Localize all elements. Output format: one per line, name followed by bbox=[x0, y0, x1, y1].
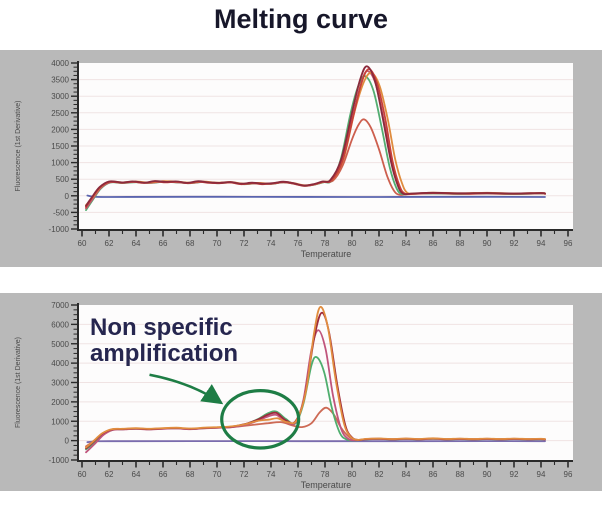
y-tick-label: 0 bbox=[65, 192, 70, 201]
melting-curve-panel-bottom: 7000 6000 5000 4000 3000 2000 1000 0 -1000 60 62 64… bbox=[0, 293, 602, 491]
x-tick-label: 84 bbox=[402, 470, 411, 479]
x-tick-label: 96 bbox=[564, 470, 573, 479]
x-tick-label: 88 bbox=[456, 470, 465, 479]
x-tick-label: 74 bbox=[267, 470, 276, 479]
x-tick-label: 70 bbox=[213, 470, 222, 479]
series-group bbox=[85, 65, 546, 211]
y-axis-ticks: 4000 3500 3000 2500 2000 1500 1000 500 0 -500 -100… bbox=[49, 59, 77, 234]
x-tick-label: 78 bbox=[321, 470, 330, 479]
series-maroon bbox=[85, 65, 546, 207]
x-tick-label: 80 bbox=[348, 470, 357, 479]
y-tick-label: 4000 bbox=[51, 359, 69, 368]
y-tick-label: 4000 bbox=[51, 59, 69, 68]
y-tick-label: 2000 bbox=[51, 125, 69, 134]
x-tick-label: 80 bbox=[348, 239, 357, 248]
x-tick-label: 68 bbox=[186, 239, 195, 248]
y-tick-label: 1000 bbox=[51, 159, 69, 168]
x-tick-label: 66 bbox=[159, 470, 168, 479]
y-tick-label: -500 bbox=[53, 208, 70, 217]
x-tick-label: 78 bbox=[321, 239, 330, 248]
annotation-line-2: amplification bbox=[90, 340, 239, 367]
x-tick-label: 96 bbox=[564, 239, 573, 248]
x-tick-label: 94 bbox=[537, 239, 546, 248]
x-tick-label: 90 bbox=[483, 239, 492, 248]
axes bbox=[77, 61, 573, 231]
x-tick-label: 84 bbox=[402, 239, 411, 248]
x-tick-label: 94 bbox=[537, 470, 546, 479]
annotation-shapes bbox=[149, 373, 301, 450]
annotation-line-1: Non specific bbox=[90, 314, 233, 341]
y-axis-ticks: 7000 6000 5000 4000 3000 2000 1000 0 -1000 bbox=[49, 301, 77, 465]
x-tick-label: 90 bbox=[483, 470, 492, 479]
x-tick-label: 64 bbox=[132, 470, 141, 479]
x-tick-label: 62 bbox=[105, 239, 114, 248]
x-axis-title: Temperature bbox=[301, 480, 352, 490]
x-tick-label: 68 bbox=[186, 470, 195, 479]
y-tick-label: 5000 bbox=[51, 340, 69, 349]
y-tick-label: 2000 bbox=[51, 398, 69, 407]
melting-curve-panel-top: 4000 3500 3000 2500 2000 1500 1000 500 0 -500 -100… bbox=[0, 50, 602, 267]
y-tick-label: -1000 bbox=[49, 456, 70, 465]
y-tick-label: 2500 bbox=[51, 109, 69, 118]
y-tick-label: 500 bbox=[56, 175, 70, 184]
y-tick-label: 7000 bbox=[51, 301, 69, 310]
x-tick-label: 82 bbox=[375, 239, 384, 248]
y-tick-label: -1000 bbox=[49, 225, 70, 234]
y-axis-title: Fluorescence (1st Derivative) bbox=[15, 100, 22, 191]
x-tick-label: 92 bbox=[510, 239, 519, 248]
y-tick-label: 0 bbox=[65, 437, 70, 446]
x-tick-label: 74 bbox=[267, 239, 276, 248]
axes bbox=[77, 303, 573, 462]
y-tick-label: 1500 bbox=[51, 142, 69, 151]
y-tick-label: 3000 bbox=[51, 92, 69, 101]
x-tick-label: 60 bbox=[78, 239, 87, 248]
x-axis-title: Temperature bbox=[301, 249, 352, 259]
x-tick-label: 88 bbox=[456, 239, 465, 248]
annotation-arrow bbox=[149, 373, 224, 405]
x-tick-label: 62 bbox=[105, 470, 114, 479]
x-tick-label: 72 bbox=[240, 239, 249, 248]
y-tick-label: 1000 bbox=[51, 417, 69, 426]
page-title: Melting curve bbox=[213, 4, 389, 34]
x-tick-label: 86 bbox=[429, 239, 438, 248]
x-tick-label: 70 bbox=[213, 239, 222, 248]
y-tick-label: 6000 bbox=[51, 320, 69, 329]
x-tick-label: 76 bbox=[294, 470, 303, 479]
x-tick-label: 64 bbox=[132, 239, 141, 248]
series-orange bbox=[85, 306, 546, 449]
x-tick-label: 60 bbox=[78, 470, 87, 479]
highlight-ellipse bbox=[220, 389, 301, 450]
x-tick-label: 66 bbox=[159, 239, 168, 248]
x-tick-label: 82 bbox=[375, 470, 384, 479]
non-specific-amplification-label: Non specific amplification bbox=[90, 315, 238, 367]
x-tick-label: 72 bbox=[240, 470, 249, 479]
y-axis-title: Fluorescence (1st Derivative) bbox=[15, 337, 22, 428]
y-tick-label: 3000 bbox=[51, 379, 69, 388]
x-axis-ticks: 60 62 64 66 68 70 72 74 76 78 80 82 84 86 88 90 92 94 96 bbox=[78, 462, 573, 479]
x-tick-label: 76 bbox=[294, 239, 303, 248]
gridlines bbox=[79, 79, 573, 213]
x-tick-label: 86 bbox=[429, 470, 438, 479]
melting-curve-chart-bottom: 7000 6000 5000 4000 3000 2000 1000 0 -1000 60 62 64… bbox=[15, 301, 573, 490]
x-axis-ticks: 60 62 64 66 68 70 72 74 76 78 80 82 84 86 88 90 92 94 96 bbox=[78, 231, 573, 248]
x-tick-label: 92 bbox=[510, 470, 519, 479]
y-tick-label: 3500 bbox=[51, 76, 69, 85]
melting-curve-chart-top: 4000 3500 3000 2500 2000 1500 1000 500 0 -500 -100… bbox=[15, 59, 573, 259]
